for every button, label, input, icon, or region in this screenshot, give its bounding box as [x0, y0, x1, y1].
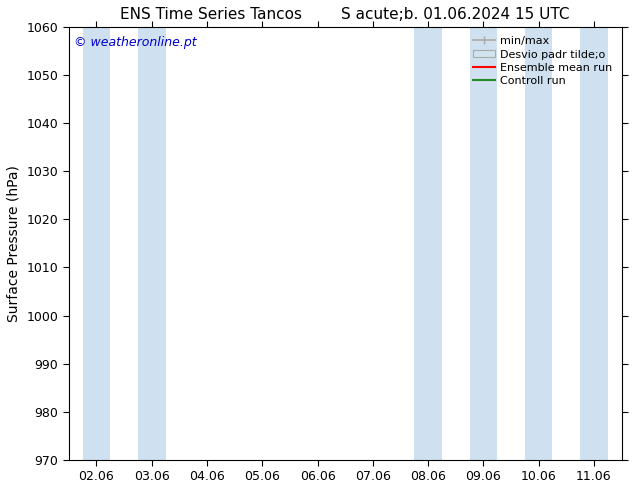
- Bar: [525, 27, 552, 460]
- Y-axis label: Surface Pressure (hPa): Surface Pressure (hPa): [7, 165, 21, 322]
- Bar: [82, 27, 110, 460]
- Text: © weatheronline.pt: © weatheronline.pt: [74, 36, 197, 49]
- Legend: min/max, Desvio padr tilde;o, Ensemble mean run, Controll run: min/max, Desvio padr tilde;o, Ensemble m…: [469, 33, 616, 90]
- Bar: [138, 27, 165, 460]
- Title: ENS Time Series Tancos        S acute;b. 01.06.2024 15 UTC: ENS Time Series Tancos S acute;b. 01.06.…: [120, 7, 570, 22]
- Bar: [414, 27, 442, 460]
- Bar: [580, 27, 607, 460]
- Bar: [470, 27, 497, 460]
